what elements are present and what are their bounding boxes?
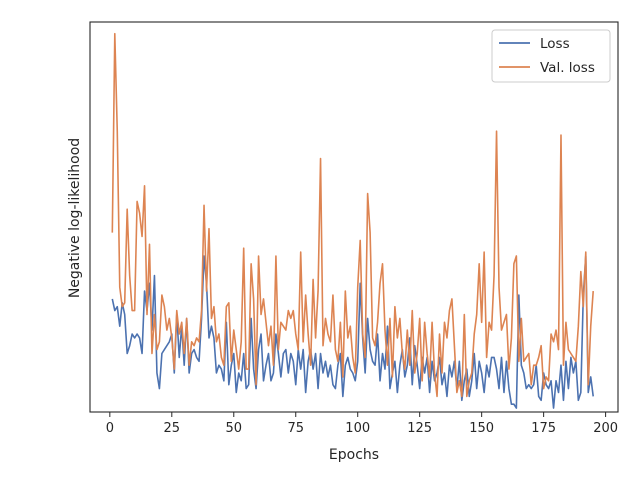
x-tick-label: 200 xyxy=(593,421,618,436)
x-axis: 0 25 50 75 100 125 150 175 200 xyxy=(106,412,618,436)
x-tick-label: 175 xyxy=(531,421,556,436)
x-tick-label: 0 xyxy=(106,421,114,436)
x-tick-label: 25 xyxy=(164,421,181,436)
x-axis-label: Epochs xyxy=(329,447,379,463)
x-tick-label: 50 xyxy=(226,421,243,436)
x-tick-label: 75 xyxy=(287,421,304,436)
series-layer xyxy=(111,32,595,409)
legend: Loss Val. loss xyxy=(491,29,611,83)
legend-label-loss: Loss xyxy=(540,36,570,52)
x-tick-label: 150 xyxy=(469,421,494,436)
series-line-val-loss xyxy=(111,32,595,398)
y-axis-label: Negative log-likelihood xyxy=(67,138,83,298)
legend-label-val-loss: Val. loss xyxy=(540,60,595,76)
series-line-loss xyxy=(111,255,595,409)
x-tick-label: 125 xyxy=(407,421,432,436)
x-tick-label: 100 xyxy=(345,421,370,436)
